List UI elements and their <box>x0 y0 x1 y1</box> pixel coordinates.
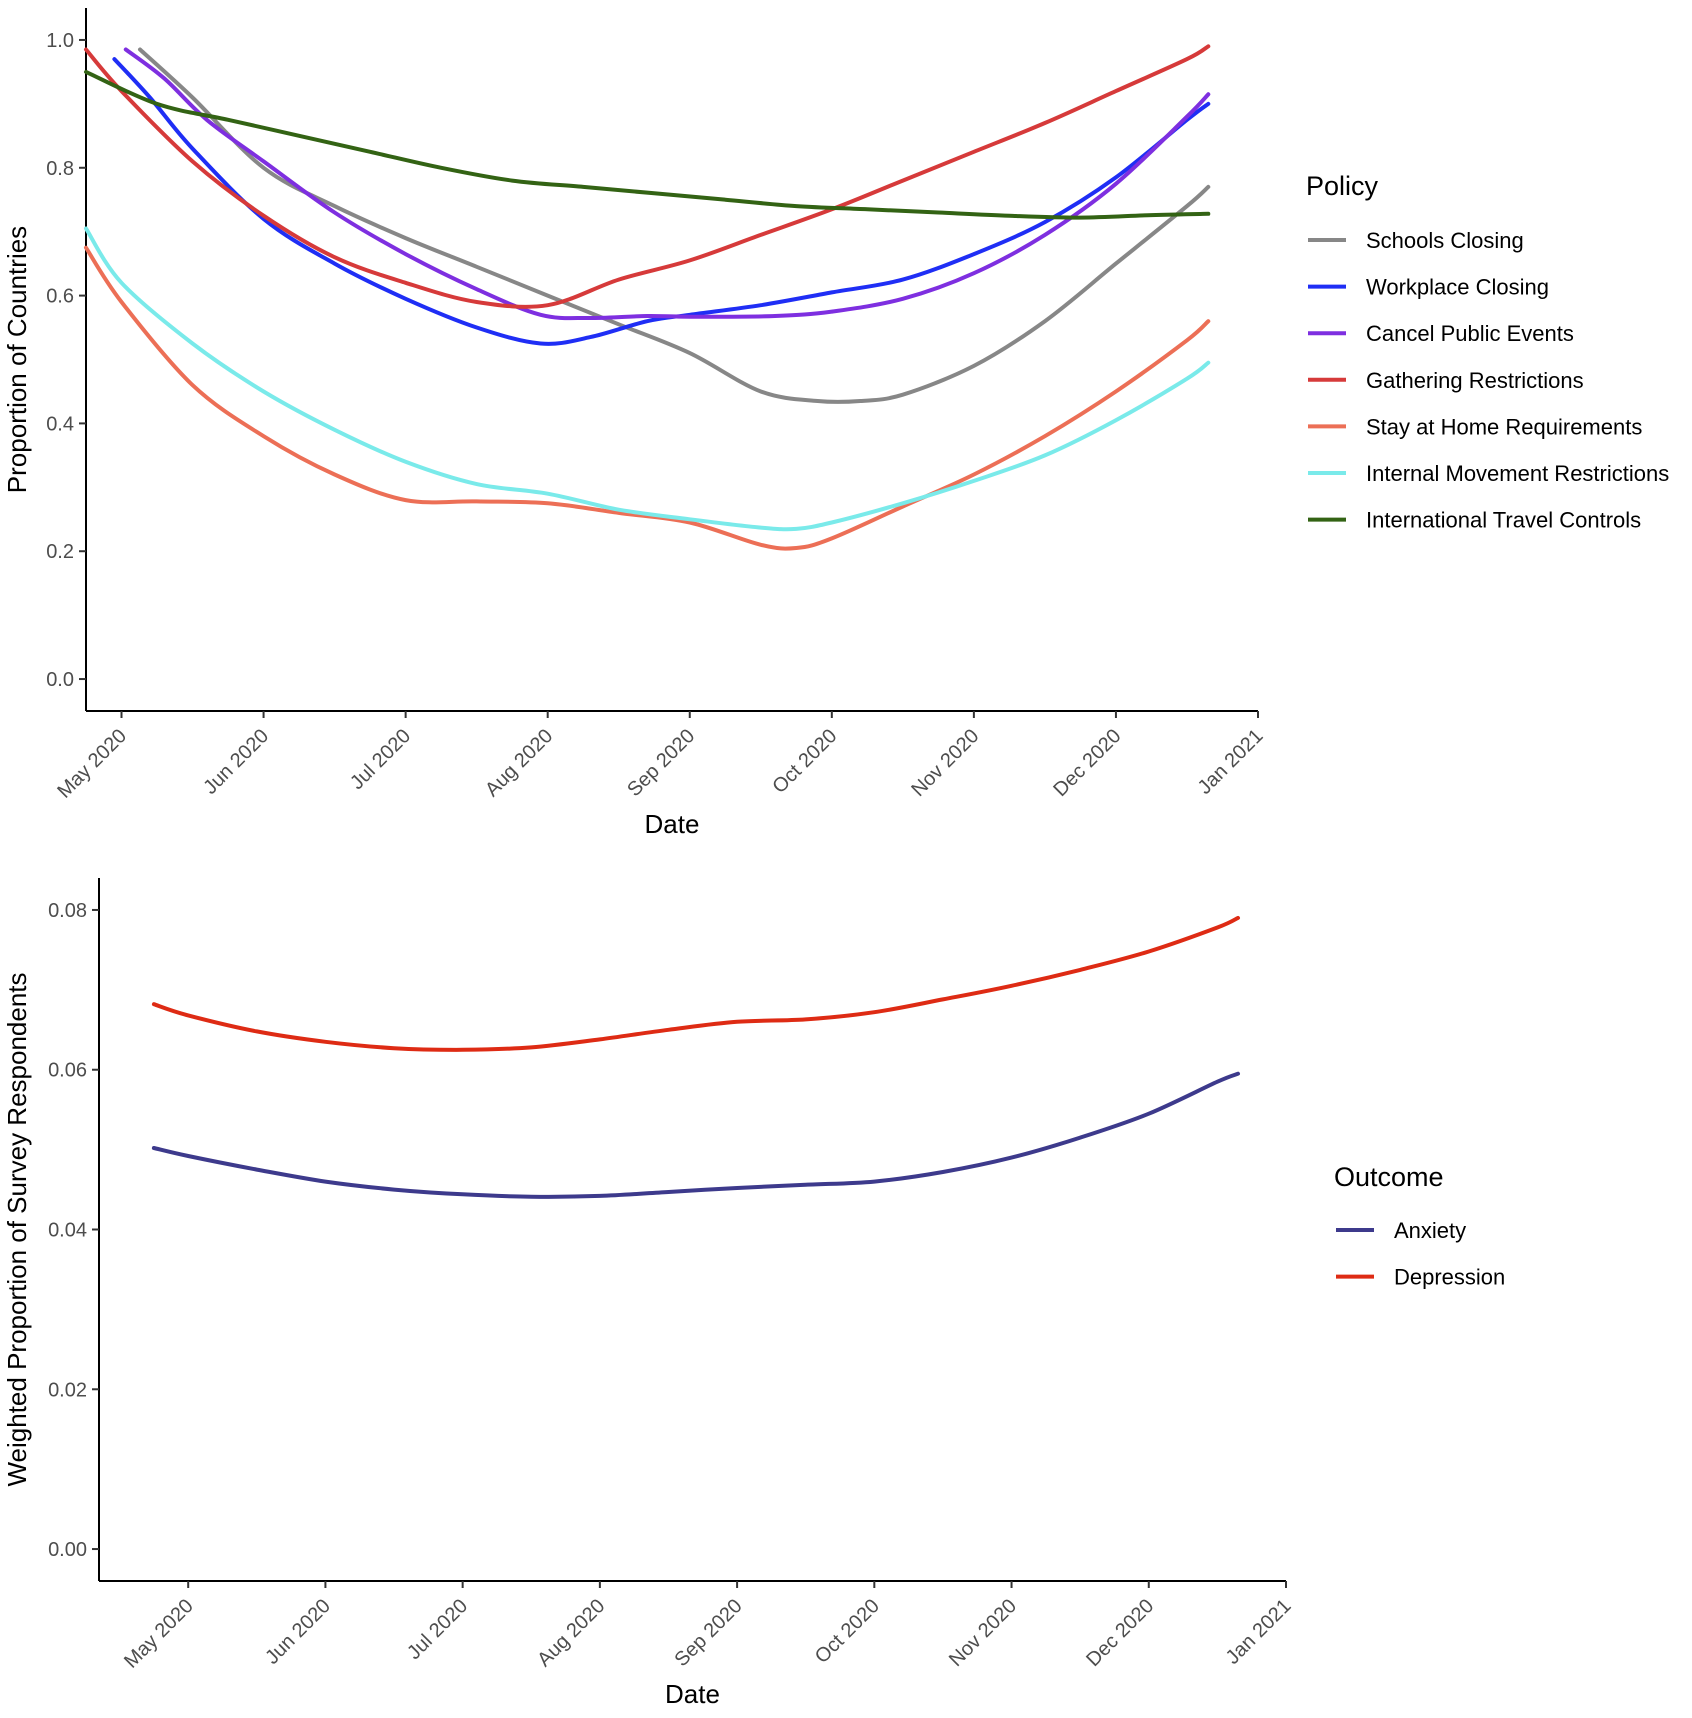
x-tick-label: May 2020 <box>53 725 131 803</box>
outcome-chart-panel: 0.00 0.02 0.04 0.06 0.08 May 2020 Jun 2020 Jul … <box>2 878 1505 1709</box>
x-tick-label: Oct 2020 <box>811 1595 884 1668</box>
legend-label-gathering-restrictions: Gathering Restrictions <box>1366 368 1584 393</box>
y-axis-title: Weighted Proportion of Survey Respondent… <box>2 972 32 1486</box>
x-tick-label: Jul 2020 <box>346 725 415 794</box>
x-tick-label: Oct 2020 <box>768 725 841 798</box>
series-line-cancel-public-events <box>123 47 1211 321</box>
legend-label-international-travel-controls: International Travel Controls <box>1366 508 1641 533</box>
y-tick-label: 0.4 <box>46 413 74 435</box>
series-line-gathering-restrictions <box>84 44 1211 309</box>
series-line-workplace-closing <box>112 57 1211 346</box>
y-tick-label: 0.02 <box>48 1379 87 1401</box>
series-line-internal-movement-restrictions <box>84 226 1211 532</box>
series-line-international-travel-controls <box>84 69 1211 220</box>
x-tick-label: Jul 2020 <box>403 1595 472 1664</box>
x-tick-label: Sep 2020 <box>623 725 699 801</box>
x-axis-title: Date <box>645 809 700 839</box>
legend-label-schools-closing: Schools Closing <box>1366 228 1524 253</box>
y-axis-title: Proportion of Countries <box>2 226 32 493</box>
y-tick-label: 1.0 <box>46 30 74 52</box>
x-tick-label: Dec 2020 <box>1082 1595 1158 1671</box>
y-tick-label: 0.2 <box>46 541 74 563</box>
legend-label-workplace-closing: Workplace Closing <box>1366 275 1549 300</box>
y-tick-label: 0.04 <box>48 1220 87 1242</box>
series-line-anxiety <box>151 1071 1240 1199</box>
x-tick-label: Jan 2021 <box>1194 725 1268 799</box>
legend-label-internal-movement-restrictions: Internal Movement Restrictions <box>1366 461 1669 486</box>
x-axis-title: Date <box>665 1679 720 1709</box>
series-line-stay-at-home-requirements <box>84 245 1211 551</box>
y-tick-label: 0.08 <box>48 900 87 922</box>
y-tick-label: 0.0 <box>46 669 74 691</box>
x-tick-label: Aug 2020 <box>533 1595 609 1671</box>
x-tick-label: Nov 2020 <box>945 1595 1021 1671</box>
legend-title: Outcome <box>1334 1162 1444 1192</box>
x-tick-label: Dec 2020 <box>1049 725 1125 801</box>
y-tick-label: 0.06 <box>48 1060 87 1082</box>
x-tick-label: Jun 2020 <box>261 1595 335 1669</box>
legend-label-stay-at-home-requirements: Stay at Home Requirements <box>1366 414 1642 439</box>
legend-title: Policy <box>1306 171 1379 201</box>
y-tick-label: 0.00 <box>48 1539 87 1561</box>
y-tick-label: 0.6 <box>46 286 74 308</box>
x-tick-label: Nov 2020 <box>907 725 983 801</box>
x-tick-label: May 2020 <box>120 1595 198 1673</box>
x-tick-label: Jan 2021 <box>1222 1595 1296 1669</box>
x-tick-label: Jun 2020 <box>199 725 273 799</box>
series-line-schools-closing <box>138 47 1211 405</box>
x-tick-label: Aug 2020 <box>481 725 557 801</box>
legend-label-cancel-public-events: Cancel Public Events <box>1366 321 1574 346</box>
legend-label-depression: Depression <box>1394 1265 1505 1290</box>
legend-label-anxiety: Anxiety <box>1394 1218 1466 1243</box>
x-tick-label: Sep 2020 <box>671 1595 747 1671</box>
y-tick-label: 0.8 <box>46 158 74 180</box>
series-line-depression <box>151 915 1240 1052</box>
policy-chart-panel: 0.0 0.2 0.4 0.6 0.8 1.0 May 2020 Jun 2020 Jul 20… <box>2 8 1669 839</box>
